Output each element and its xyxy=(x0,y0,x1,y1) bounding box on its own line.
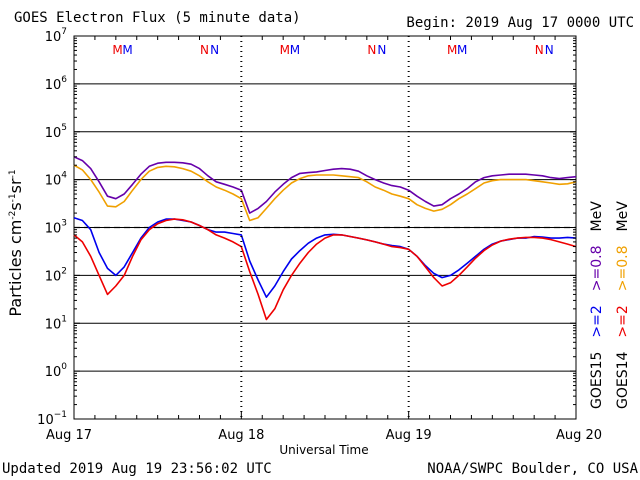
x-tick-label: Aug 18 xyxy=(218,428,264,443)
noon-midnight-marker: M xyxy=(447,43,457,57)
right-legend-label: >=0.8 xyxy=(615,245,631,291)
noon-midnight-marker: N xyxy=(200,43,209,57)
y-tick-label: 104 xyxy=(45,171,68,189)
right-legend-label: >=0.8 xyxy=(589,245,605,291)
grid-lines xyxy=(74,83,576,372)
x-tick-label: Aug 20 xyxy=(556,428,602,443)
noon-midnight-marker: M xyxy=(457,43,467,57)
y-axis-label: Particles cm-2s-1sr-1 xyxy=(6,169,25,316)
chart-title: GOES Electron Flux (5 minute data) xyxy=(14,10,301,26)
series-layer xyxy=(73,156,577,321)
y-tick-label: 102 xyxy=(45,266,67,284)
noon-midnight-marker: N xyxy=(210,43,219,57)
y-tick-label: 10−1 xyxy=(37,410,67,428)
x-tick-label: Aug 19 xyxy=(386,428,432,443)
right-legend-label: MeV xyxy=(615,201,631,232)
series-line-4 xyxy=(73,218,577,321)
updated-time: Updated 2019 Aug 19 23:56:02 UTC xyxy=(2,461,272,477)
series-line-1 xyxy=(73,156,577,214)
right-legend-label: GOES15 xyxy=(589,352,605,409)
y-tick-label: 106 xyxy=(45,75,68,93)
x-axis-label: Universal Time xyxy=(279,443,368,457)
noon-midnight-marker: N xyxy=(545,43,554,57)
noon-midnight-marker: N xyxy=(377,43,386,57)
noon-midnight-marker: M xyxy=(280,43,290,57)
noon-midnight-marker: M xyxy=(122,43,132,57)
y-tick-label: 105 xyxy=(45,123,67,141)
x-tick-label: Aug 17 xyxy=(46,428,92,443)
noon-midnight-marker: M xyxy=(290,43,300,57)
source-credit: NOAA/SWPC Boulder, CO USA xyxy=(427,461,638,477)
right-legend-label: MeV xyxy=(589,201,605,232)
noon-midnight-marker: N xyxy=(367,43,376,57)
right-legend-column-1: GOES15 >=2 >=0.8 MeV xyxy=(589,201,605,409)
y-tick-label: 107 xyxy=(45,27,67,45)
y-tick-label: 101 xyxy=(45,314,67,332)
y-axis-ticks: 107 106 105 104 103 102 101 100 10−1 xyxy=(37,27,576,428)
right-legend-column-2: GOES14 >=2 >=0.8 MeV xyxy=(615,201,631,409)
noon-midnight-marker: M xyxy=(112,43,122,57)
y-tick-label: 100 xyxy=(45,362,68,380)
right-legend-label: >=2 xyxy=(615,305,631,337)
series-line-2 xyxy=(73,164,577,222)
y-tick-label: 103 xyxy=(45,219,67,237)
series-line-3 xyxy=(73,216,577,299)
noon-midnight-marker: N xyxy=(535,43,544,57)
begin-time: Begin: 2019 Aug 17 0000 UTC xyxy=(406,15,634,31)
right-legend-label: GOES14 xyxy=(615,351,631,409)
right-legend: GOES15 >=2 >=0.8 MeV GOES14 >=2 >=0.8 MeV xyxy=(589,201,631,409)
x-axis-ticks: Aug 17 Aug 18 Aug 19 Aug 20 xyxy=(46,36,602,443)
svg-text:Particles cm-2s-1sr-1: Particles cm-2s-1sr-1 xyxy=(6,169,25,316)
right-legend-label: >=2 xyxy=(589,305,605,337)
